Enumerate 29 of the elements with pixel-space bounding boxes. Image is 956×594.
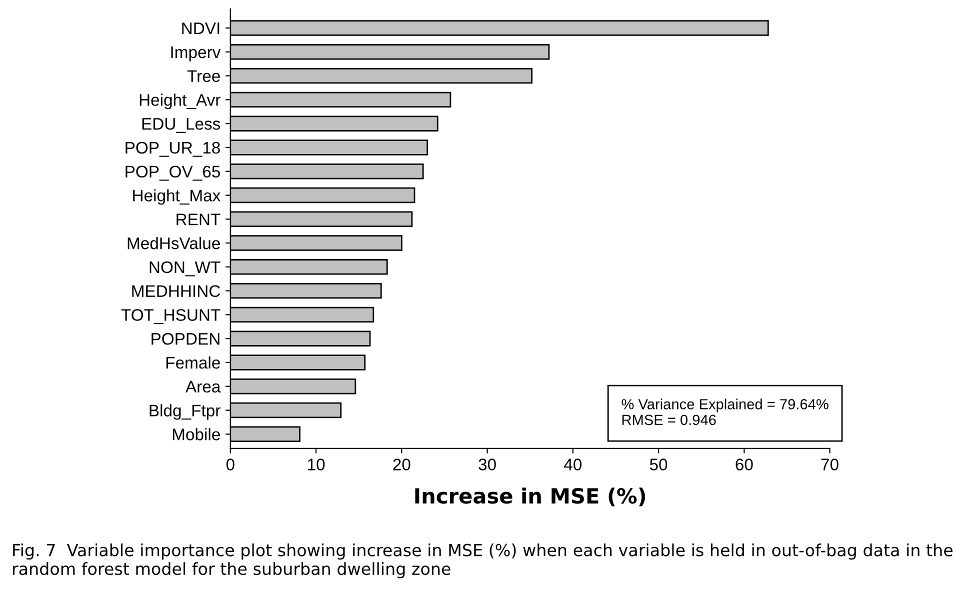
annotation: % Variance Explained = 79.64% RMSE = 0.946	[622, 398, 828, 426]
x-tick-label: 70	[821, 458, 838, 470]
y-tick-label: Area	[186, 380, 221, 393]
y-tick-label: Bldg_Ftpr	[150, 404, 220, 420]
x-axis-title: Increase in MSE (%)	[415, 488, 646, 506]
y-tick-label: Height_Avr	[140, 94, 220, 110]
y-tick-label: POP_OV_65	[126, 166, 220, 181]
x-tick-label: 30	[478, 458, 496, 470]
x-tick-label: 60	[736, 458, 753, 470]
y-tick-label: NON_WT	[150, 261, 220, 276]
y-tick-label: POPDEN	[152, 332, 220, 345]
y-tick-label: Female	[166, 356, 220, 369]
y-tick-label: Imperv	[171, 46, 221, 62]
x-tick-label: 0	[226, 458, 234, 470]
caption: Fig. 7 Variable importance plot showing increase in MSE (%) when each variable is held in out-of-bag data in the random forest model for the suburban dwelling zone	[12, 544, 953, 578]
y-tick-label: MedHsValue	[128, 236, 220, 250]
y-tick-label: EDU_Less	[142, 118, 220, 133]
y-tick-label: Tree	[187, 70, 220, 82]
x-tick-label: 40	[564, 458, 582, 470]
y-tick-label: Height_Max	[133, 189, 220, 205]
x-tick-label: 10	[308, 458, 325, 470]
y-tick-label: MEDHHINC	[132, 285, 220, 298]
x-tick-label: 20	[393, 458, 410, 470]
y-tick-label: TOT_HSUNT	[121, 309, 220, 324]
y-tick-label: Mobile	[172, 428, 220, 440]
y-tick-label: NDVI	[182, 22, 220, 34]
y-tick-label: RENT	[176, 214, 220, 226]
y-tick-label: POP_UR_18	[126, 142, 220, 157]
x-tick-label: 50	[650, 458, 668, 470]
